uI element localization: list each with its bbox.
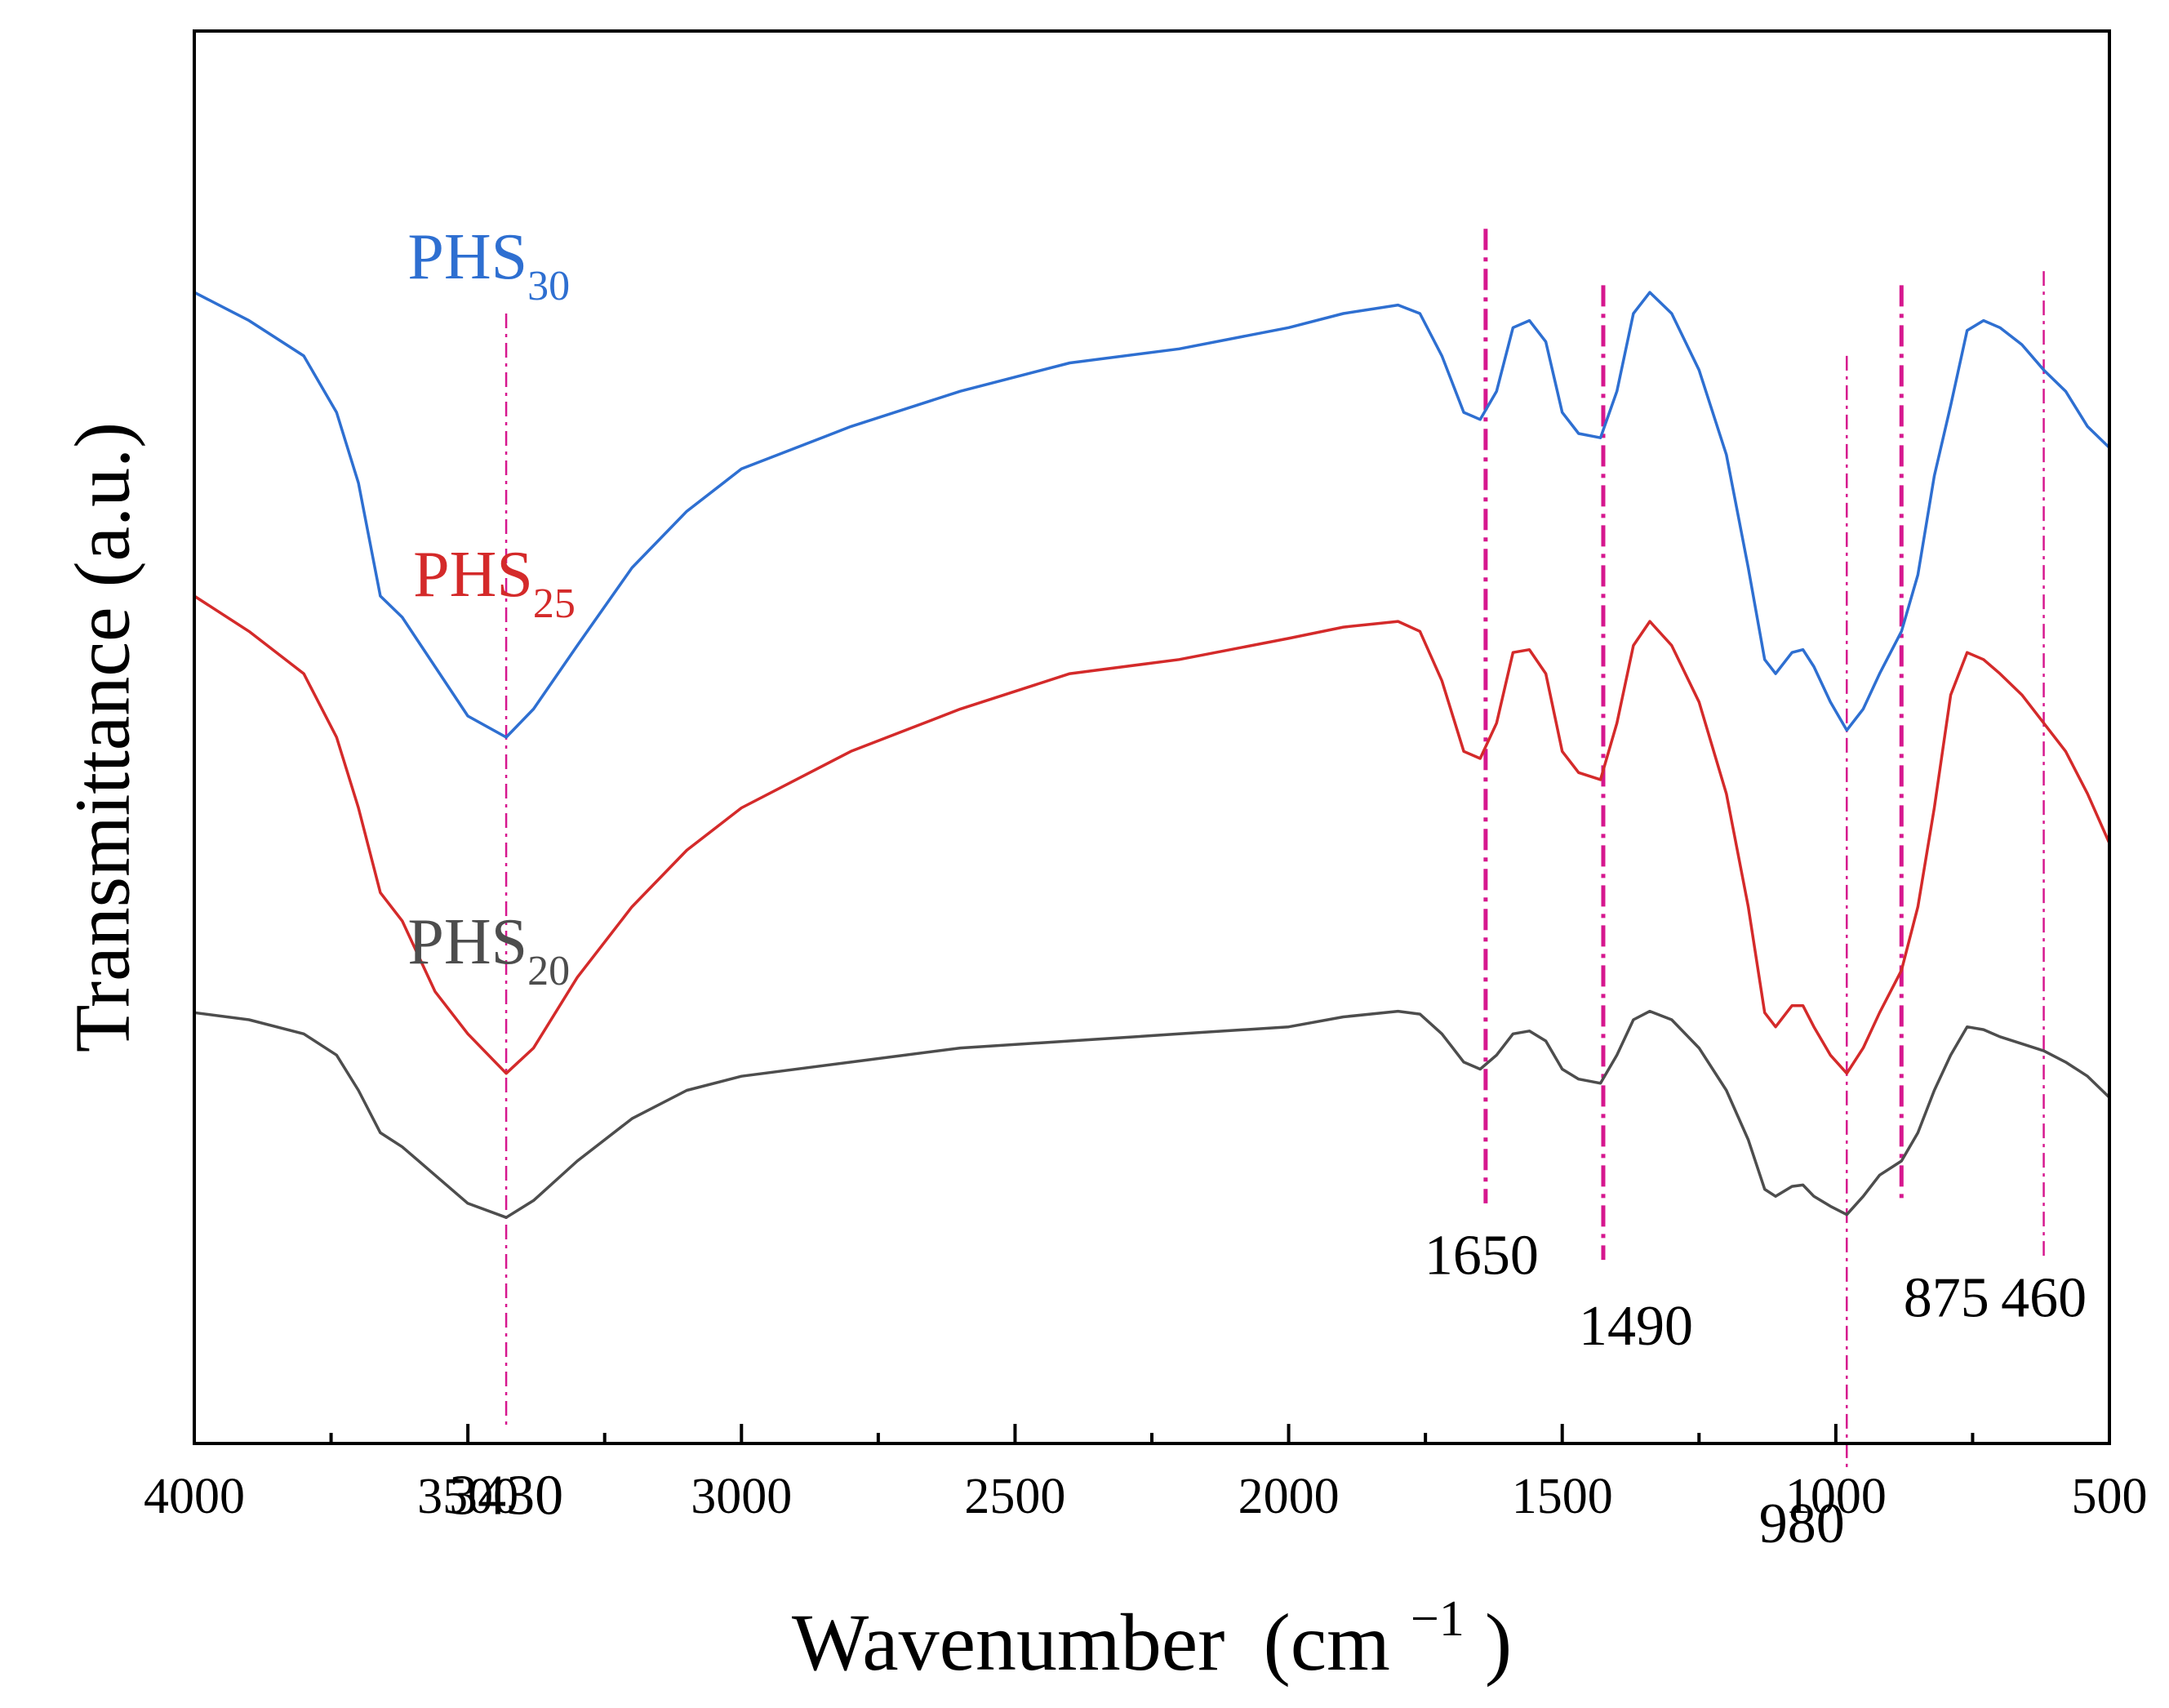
x-tick-label-500: 500 — [2072, 1469, 2148, 1524]
x-tick-label-1500: 1500 — [1512, 1469, 1613, 1524]
x-tick-label-2500: 2500 — [964, 1469, 1065, 1524]
peak-label-3430: 3430 — [449, 1465, 563, 1528]
x-axis-label-unit-open: (cm — [1263, 1597, 1389, 1688]
series-line-PHS25 — [193, 594, 2111, 1075]
series-label-PHS25: PHS25 — [413, 539, 576, 627]
x-axis-label: Wavenumber (cm −1 ) — [792, 1563, 1512, 1688]
x-axis-label-main: Wavenumber — [792, 1597, 1225, 1688]
series-label-sub: 20 — [527, 948, 570, 994]
series-label-main: PHS — [407, 221, 527, 293]
peak-label-460: 460 — [2001, 1266, 2087, 1329]
series-label-main: PHS — [407, 906, 527, 978]
x-axis-label-unit-sup: −1 — [1411, 1591, 1465, 1647]
x-tick-label-3500: 3500 — [417, 1469, 518, 1524]
peak-label-1650: 1650 — [1425, 1224, 1539, 1287]
series-line-PHS20 — [193, 1009, 2111, 1219]
series-label-PHS30: PHS30 — [407, 221, 570, 309]
series-label-PHS20: PHS20 — [407, 906, 570, 994]
peak-label-980: 980 — [1759, 1492, 1845, 1555]
series-label-sub: 30 — [527, 263, 570, 309]
y-axis-label: Transmittance (a.u.) — [59, 422, 146, 1052]
peak-label-875: 875 — [1904, 1266, 1989, 1329]
x-axis-ticks: 4000 3500 3000 2500 2000 1500 1000 500 — [144, 1424, 2148, 1524]
peak-label-1490: 1490 — [1579, 1295, 1693, 1358]
x-tick-label-4000: 4000 — [144, 1469, 245, 1524]
x-tick-label-1000: 1000 — [1785, 1469, 1887, 1524]
series-label-main: PHS — [413, 539, 533, 611]
x-tick-label-3000: 3000 — [691, 1469, 792, 1524]
x-axis-label-unit-close: ) — [1485, 1597, 1512, 1688]
series-line-PHS30 — [193, 291, 2111, 739]
series-label-sub: 25 — [533, 580, 576, 627]
x-tick-label-2000: 2000 — [1238, 1469, 1340, 1524]
